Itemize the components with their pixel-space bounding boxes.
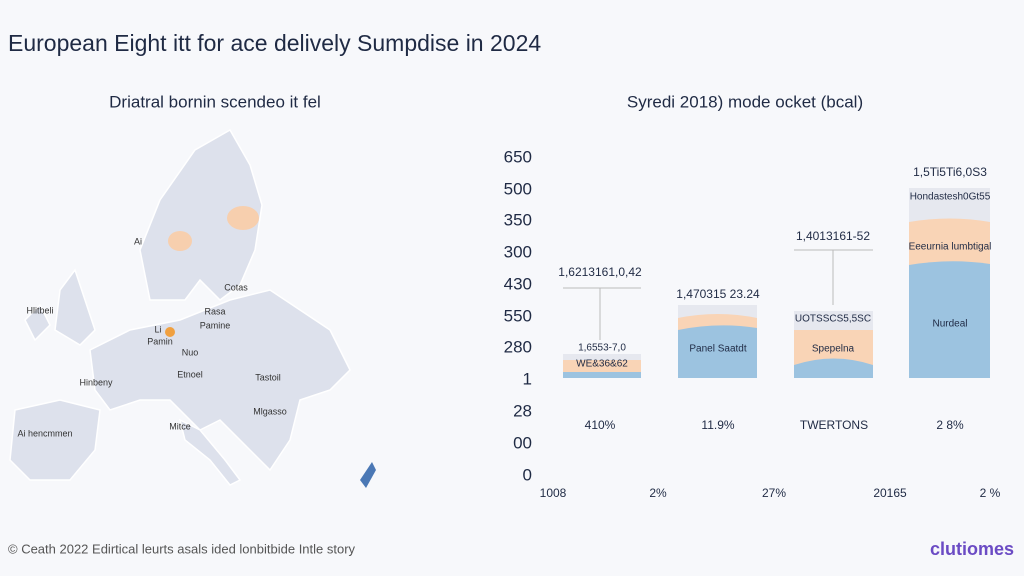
iberia [9, 399, 101, 481]
bar-inner-label: Panel Saatdt [689, 344, 746, 355]
bar-top-label: 1,4013161-52 [796, 229, 870, 243]
y-label: 1 [523, 369, 532, 388]
map-title: Driatral bornin scendeo it fel [109, 92, 321, 111]
page-title: European Eight itt for ace delively Sump… [8, 30, 541, 56]
bar-inner-label: WE&36&62 [576, 359, 628, 370]
italy [178, 418, 242, 486]
x-label: 20165 [873, 486, 907, 500]
chart-title: Syredi 2018) mode ocket (bcal) [627, 92, 863, 111]
bar-segment [909, 261, 990, 378]
x-label: 2% [649, 486, 667, 500]
bar-top-label: 1,5Ti5Ti6,0S3 [913, 165, 987, 179]
island [360, 462, 376, 488]
map-label: Tastoil [255, 372, 281, 382]
map: Rasa Pamine Ai Li Pamin Hinbeny Ai hencm… [9, 128, 376, 488]
y-label: 650 [504, 147, 532, 166]
map-label: Hinbeny [79, 377, 113, 387]
bar-segment [794, 358, 873, 378]
bars: 1,6213161,0,42 1,6553-7,0 WE&36&62 1,470… [558, 165, 991, 432]
bar-inner-label: 1,6553-7,0 [578, 343, 626, 354]
map-label: Hlitbeli [26, 305, 53, 315]
footer-note: © Ceath 2022 Edirtical leurts asals ided… [8, 541, 356, 556]
x-label: 1008 [540, 486, 567, 500]
y-label: 430 [504, 274, 532, 293]
x-labels: 1008 2% 27% 20165 2 % [540, 486, 1001, 500]
highlight-region [168, 231, 192, 251]
x-label: 2 % [980, 486, 1001, 500]
map-label: Cotas [224, 282, 248, 292]
bar-top-label: 1,470315 23.24 [676, 287, 760, 301]
logo: clutiomes [930, 539, 1014, 559]
bar-segment [563, 360, 641, 372]
map-label: Li [154, 324, 161, 334]
bar-bottom-label: 11.9% [701, 418, 734, 432]
y-label: 500 [504, 179, 532, 198]
y-label: 350 [504, 210, 532, 229]
bar-bottom-label: 2 8% [936, 418, 964, 432]
map-label: Ai hencmmen [17, 428, 72, 438]
mainland [89, 289, 351, 472]
y-label: 280 [504, 337, 532, 356]
bar-inner-label: Nurdeal [932, 319, 967, 330]
highlight-region [227, 206, 259, 230]
bar-segment [678, 325, 757, 378]
y-label: 28 [513, 401, 532, 420]
bar-segment [909, 218, 990, 265]
map-label: Nuo [182, 347, 199, 357]
scandinavia [139, 128, 263, 301]
y-label: 00 [513, 433, 532, 452]
bar-top-label: 1,6213161,0,42 [558, 265, 642, 279]
bar-inner-label: UOTSSCS5,5SC [795, 314, 871, 325]
y-label: 550 [504, 306, 532, 325]
map-label: Rasa [204, 306, 225, 316]
map-label: Pamin [147, 336, 173, 346]
y-labels: 650 500 350 300 430 550 280 1 28 00 0 [504, 147, 532, 484]
bar-bottom-label: TWERTONS [800, 418, 868, 432]
bar-bottom-label: 410% [585, 418, 616, 432]
map-label: Etnoel [177, 369, 203, 379]
map-label: Ai [134, 236, 142, 246]
x-label: 27% [762, 486, 786, 500]
y-label: 300 [504, 242, 532, 261]
bar-inner-label: Eeeurnia lumbtigal [909, 242, 992, 253]
uk [54, 268, 96, 346]
ireland [24, 303, 51, 342]
map-label: Mitce [169, 421, 191, 431]
bar-segment [563, 372, 641, 378]
map-label: Pamine [200, 320, 231, 330]
map-label: Mlgasso [253, 406, 287, 416]
y-label: 0 [523, 465, 532, 484]
marker [165, 327, 175, 337]
bar-inner-label: Hondastesh0Gt55 [910, 192, 991, 203]
bar-inner-label: Spepelna [812, 344, 855, 355]
